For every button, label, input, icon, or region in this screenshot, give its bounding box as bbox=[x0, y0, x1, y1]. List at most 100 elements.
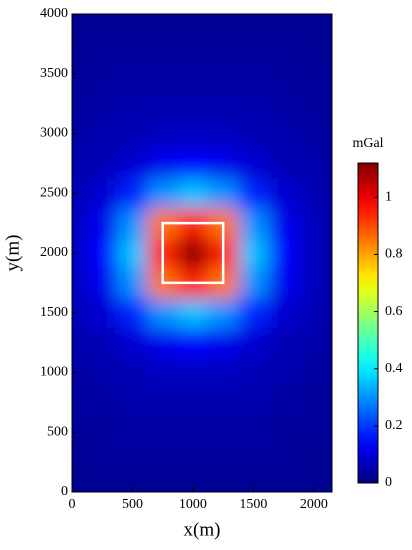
heatmap-cell bbox=[147, 148, 179, 179]
heatmap-cell bbox=[177, 387, 209, 418]
x-tick-label: 1500 bbox=[239, 497, 267, 512]
heatmap-cell bbox=[72, 267, 88, 299]
colorbar-label: mGal bbox=[352, 136, 383, 151]
heatmap-cell bbox=[87, 387, 118, 418]
colorbar-tick-label: 0.6 bbox=[385, 304, 403, 319]
heatmap-cell bbox=[87, 417, 118, 448]
colorbar-tick-label: 0.2 bbox=[385, 418, 403, 433]
x-tick-label: 1000 bbox=[179, 497, 207, 512]
heatmap-cell bbox=[147, 297, 179, 329]
heatmap-cell bbox=[87, 88, 118, 120]
y-tick-label: 0 bbox=[61, 484, 68, 499]
heatmap-cell bbox=[238, 267, 270, 299]
heatmap-cell bbox=[238, 178, 270, 209]
heatmap-cell bbox=[177, 28, 209, 60]
heatmap-cell bbox=[147, 28, 179, 60]
heatmap-cells bbox=[72, 14, 330, 492]
heatmap-cell bbox=[117, 387, 149, 418]
heatmap-cell bbox=[147, 477, 179, 492]
heatmap-cell bbox=[238, 148, 270, 179]
heatmap-cell bbox=[72, 357, 88, 388]
heatmap-cell bbox=[268, 387, 300, 418]
heatmap-cell bbox=[238, 58, 270, 90]
heatmap-cell bbox=[208, 477, 239, 492]
heatmap-cell bbox=[72, 14, 88, 30]
heatmap-cell bbox=[208, 14, 239, 30]
heatmap-cell bbox=[177, 477, 209, 492]
colorbar bbox=[357, 162, 379, 484]
heatmap-cell bbox=[268, 357, 300, 388]
heatmap-cell bbox=[268, 238, 300, 269]
heatmap-cell bbox=[117, 118, 149, 149]
heatmap-cell bbox=[147, 357, 179, 388]
heatmap-cell bbox=[177, 238, 209, 269]
heatmap-cell bbox=[147, 58, 179, 90]
heatmap-cell bbox=[238, 477, 270, 492]
heatmap-cell bbox=[117, 88, 149, 120]
heatmap-cell bbox=[177, 14, 209, 30]
heatmap-cell bbox=[298, 357, 330, 388]
heatmap-cell bbox=[298, 387, 330, 418]
heatmap-cell bbox=[117, 238, 149, 269]
heatmap-cell bbox=[72, 88, 88, 120]
heatmap-cell bbox=[147, 118, 179, 149]
heatmap-cell bbox=[298, 148, 330, 179]
heatmap-cell bbox=[72, 387, 88, 418]
heatmap-cell bbox=[87, 267, 118, 299]
y-tick-label: 3000 bbox=[40, 126, 68, 141]
heatmap-cell bbox=[72, 447, 88, 478]
heatmap-cell bbox=[117, 178, 149, 209]
heatmap-cell bbox=[117, 477, 149, 492]
y-axis-label: y(m) bbox=[2, 235, 23, 272]
heatmap-cell bbox=[298, 447, 330, 478]
heatmap-cell bbox=[117, 327, 149, 359]
heatmap-cell bbox=[238, 417, 270, 448]
heatmap-cell bbox=[87, 447, 118, 478]
heatmap-cell bbox=[147, 387, 179, 418]
heatmap-cell bbox=[117, 267, 149, 299]
heatmap-cell bbox=[238, 238, 270, 269]
heatmap-cell bbox=[72, 327, 88, 359]
x-axis-label: x(m) bbox=[184, 519, 221, 540]
heatmap-cell bbox=[208, 28, 239, 60]
heatmap-cell bbox=[72, 148, 88, 179]
heatmap-cell bbox=[298, 297, 330, 329]
heatmap-cell bbox=[147, 14, 179, 30]
heatmap-cell bbox=[117, 447, 149, 478]
heatmap-cell bbox=[298, 208, 330, 239]
heatmap-cell bbox=[208, 148, 239, 179]
heatmap-cell bbox=[208, 297, 239, 329]
heatmap-cell bbox=[208, 88, 239, 120]
prism-outline bbox=[161, 221, 225, 285]
y-tick-label: 1500 bbox=[40, 305, 68, 320]
heatmap-cell bbox=[117, 417, 149, 448]
heatmap-cell bbox=[268, 118, 300, 149]
heatmap-cell bbox=[238, 327, 270, 359]
heatmap-cell bbox=[72, 208, 88, 239]
heatmap-cell bbox=[208, 357, 239, 388]
heatmap-cell bbox=[72, 118, 88, 149]
x-tick-label: 500 bbox=[122, 497, 143, 512]
colorbar-tick-label: 1 bbox=[385, 190, 392, 205]
heatmap-cell bbox=[177, 178, 209, 209]
heatmap-cell bbox=[117, 148, 149, 179]
heatmap-cell bbox=[238, 118, 270, 149]
heatmap-cell bbox=[87, 148, 118, 179]
heatmap-cell bbox=[87, 118, 118, 149]
y-tick-label: 3500 bbox=[40, 66, 68, 81]
y-tick-label: 2500 bbox=[40, 185, 68, 200]
y-tick-label: 1000 bbox=[40, 365, 68, 380]
heatmap-cell bbox=[87, 357, 118, 388]
heatmap-cell bbox=[238, 88, 270, 120]
heatmap-cell bbox=[238, 28, 270, 60]
y-tick-label: 500 bbox=[47, 424, 68, 439]
heatmap-cell bbox=[268, 14, 300, 30]
heatmap-cell bbox=[87, 14, 118, 30]
heatmap-cell bbox=[208, 417, 239, 448]
heatmap-cell bbox=[177, 357, 209, 388]
heatmap-cell bbox=[298, 14, 330, 30]
heatmap-cell bbox=[147, 327, 179, 359]
y-tick-label: 2000 bbox=[40, 245, 68, 260]
heatmap-cell bbox=[268, 148, 300, 179]
